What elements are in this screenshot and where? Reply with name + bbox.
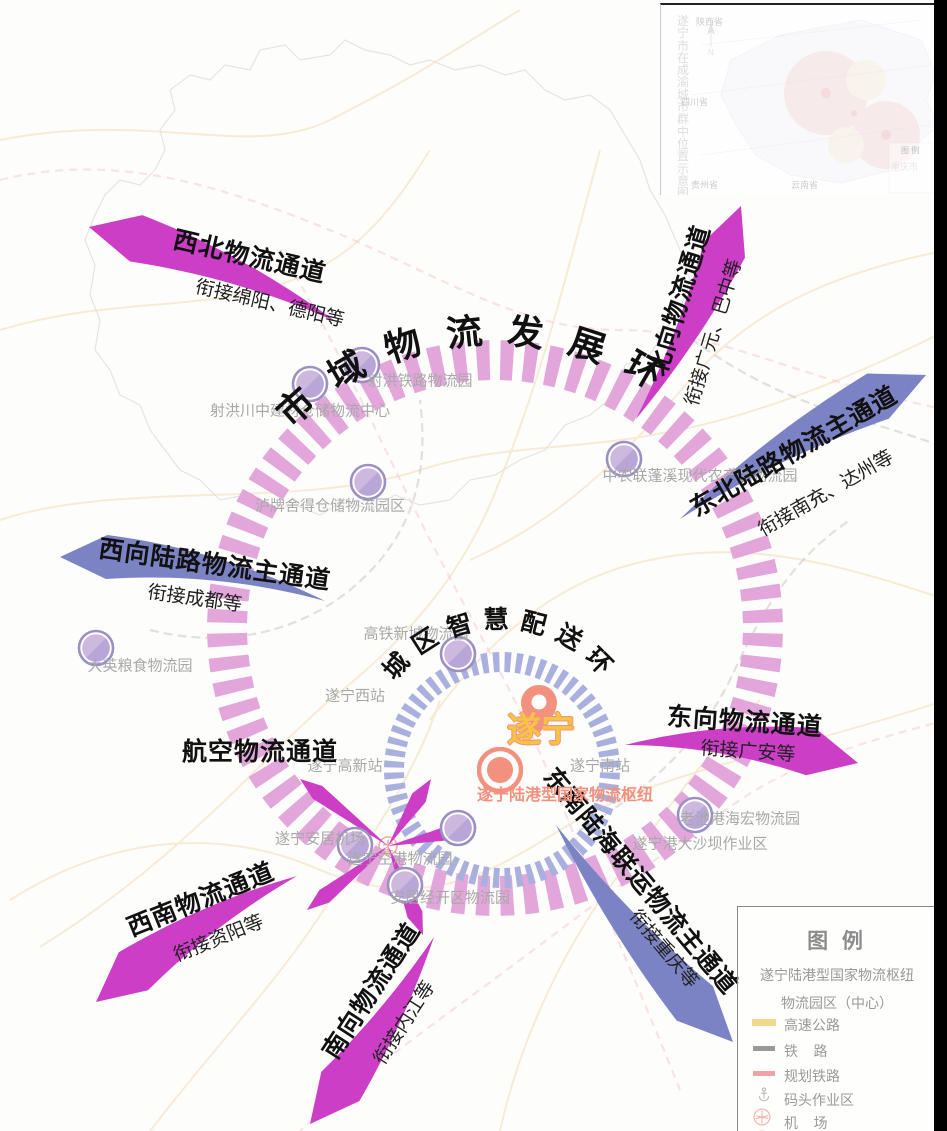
svg-text:贵州省: 贵州省 xyxy=(691,179,718,190)
svg-text:图 例: 图 例 xyxy=(901,145,919,155)
svg-text:四川省: 四川省 xyxy=(681,96,708,107)
svg-text:N: N xyxy=(708,48,714,57)
svg-text:陕西省: 陕西省 xyxy=(696,16,723,27)
svg-text:云南省: 云南省 xyxy=(791,179,818,190)
